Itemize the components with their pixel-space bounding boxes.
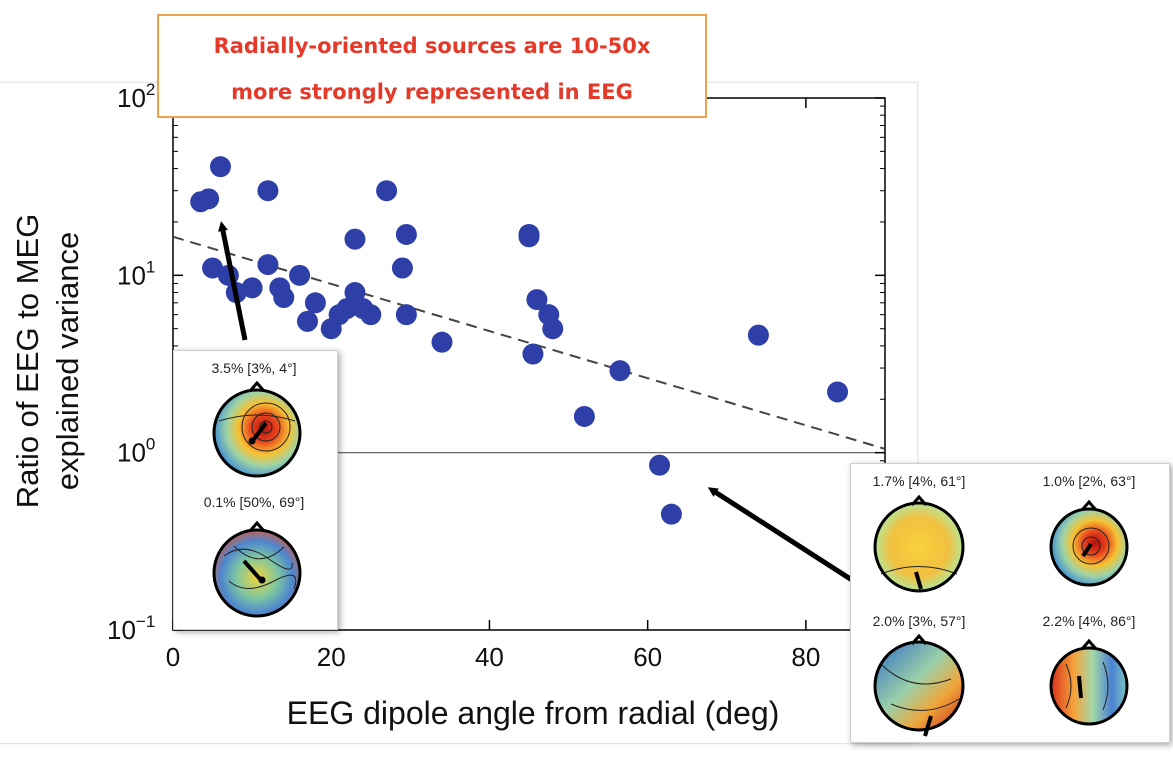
- callout-text-line2: more strongly represented in EEG: [231, 80, 633, 104]
- y-tick-label: 100: [117, 435, 155, 468]
- data-point: [241, 277, 263, 299]
- data-point: [395, 223, 417, 245]
- left-topomap-graphics: 3.5% [3%, 4°] 0.1% [50%, 69°]: [204, 360, 305, 618]
- x-axis-label: EEG dipole angle from radial (deg): [287, 695, 780, 731]
- data-point: [518, 223, 540, 245]
- head-topomap-bottom-left: [873, 633, 965, 737]
- left-topomap-inset: 3.5% [3%, 4°] 0.1% [50%, 69°]: [173, 350, 338, 630]
- data-point: [376, 180, 398, 202]
- data-point: [747, 324, 769, 346]
- head-topomap-bottom: [212, 520, 302, 618]
- head-topomap-top: [212, 380, 302, 478]
- data-point: [827, 381, 849, 403]
- data-point: [257, 254, 279, 276]
- data-point: [526, 289, 548, 311]
- y-axis-label-line1: Ratio of EEG to MEG: [10, 214, 45, 509]
- y-tick-label: 101: [117, 257, 155, 290]
- right-inset-label-top-right: 1.0% [2%, 63°]: [1043, 473, 1136, 489]
- y-tick-label: 10−1: [107, 612, 155, 645]
- trend-line: [173, 235, 885, 450]
- data-point: [289, 264, 311, 286]
- right-arrow: [707, 487, 854, 583]
- data-point: [609, 360, 631, 382]
- right-inset-label-top-left: 1.7% [4%, 61°]: [873, 473, 966, 489]
- data-point: [209, 156, 231, 178]
- head-topomap-top-left: [873, 494, 965, 593]
- x-tick-label: 40: [475, 642, 504, 672]
- x-tick-label: 60: [633, 642, 662, 672]
- data-point: [431, 331, 453, 353]
- right-inset-label-bottom-left: 2.0% [3%, 57°]: [873, 613, 966, 629]
- left-arrow: [218, 221, 248, 341]
- x-tick-label: 80: [791, 642, 820, 672]
- data-point: [344, 282, 366, 304]
- left-inset-top-label: 3.5% [3%, 4°]: [212, 360, 297, 376]
- data-point: [304, 292, 326, 314]
- head-topomap-bottom-right: [1049, 638, 1129, 726]
- data-point: [395, 304, 417, 326]
- data-point: [522, 343, 544, 365]
- x-tick-label: 0: [166, 642, 180, 672]
- callout-text-line1: Radially-oriented sources are 10-50x: [213, 34, 651, 58]
- data-point: [202, 257, 224, 279]
- data-point: [198, 188, 220, 210]
- x-tick-label: 20: [317, 642, 346, 672]
- y-axis-label-line2: explained variance: [50, 232, 85, 491]
- left-inset-bottom-label: 0.1% [50%, 69°]: [204, 494, 305, 510]
- data-point: [542, 318, 564, 340]
- annotation-callout: Radially-oriented sources are 10-50x mor…: [157, 14, 707, 118]
- head-topomap-top-right: [1049, 499, 1129, 587]
- right-topomap-inset: 1.7% [4%, 61°] 1.0% [2%, 63°] 2.0% [3%, …: [850, 463, 1170, 743]
- data-point: [360, 304, 382, 326]
- data-point: [391, 257, 413, 279]
- data-point: [660, 503, 682, 525]
- right-topomap-graphics: 1.7% [4%, 61°] 1.0% [2%, 63°] 2.0% [3%, …: [873, 473, 1136, 737]
- data-point: [257, 180, 279, 202]
- data-point: [573, 405, 595, 427]
- right-inset-label-bottom-right: 2.2% [4%, 86°]: [1043, 613, 1136, 629]
- y-tick-label: 102: [117, 80, 155, 113]
- data-point: [336, 298, 358, 320]
- data-point: [344, 228, 366, 250]
- data-point: [273, 286, 295, 308]
- data-point: [296, 310, 318, 332]
- data-point: [649, 454, 671, 476]
